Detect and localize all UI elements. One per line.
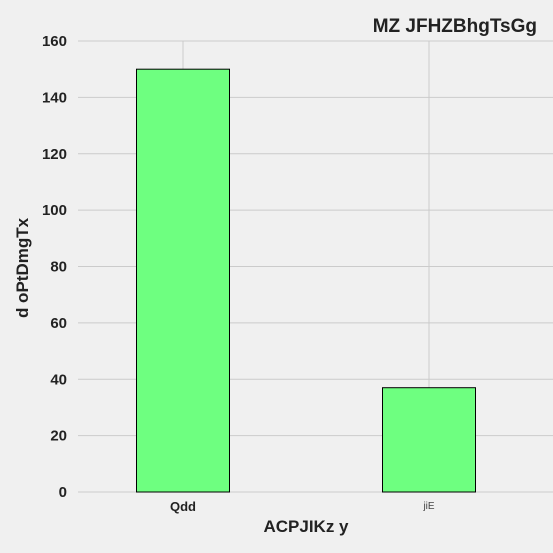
- y-tick-label: 20: [50, 428, 67, 445]
- y-tick-label: 40: [50, 371, 67, 388]
- y-tick-label: 60: [50, 315, 67, 332]
- bar-qdd: [136, 68, 230, 493]
- chart-title: MZ JFHZBhgTsGg: [373, 16, 537, 37]
- y-tick-label: 140: [42, 89, 67, 106]
- y-tick-label: 100: [42, 202, 67, 219]
- y-axis-label: d oPtDmgTx: [13, 217, 32, 318]
- x-tick-label: Qdd: [170, 499, 196, 514]
- bars: [136, 68, 476, 493]
- y-tick-label: 160: [42, 33, 67, 50]
- y-tick-label: 0: [59, 484, 67, 501]
- y-tick-label: 120: [42, 146, 67, 163]
- x-tick-label: jiE: [422, 501, 434, 512]
- x-axis-label: ACPJIKz y: [263, 517, 349, 536]
- y-tick-label: 80: [50, 259, 67, 276]
- y-axis-ticks: 0 20 40 60 80 100 120 140 160: [42, 33, 67, 501]
- bar-jie: [382, 387, 476, 493]
- x-axis-ticks: Qdd jiE: [170, 499, 435, 514]
